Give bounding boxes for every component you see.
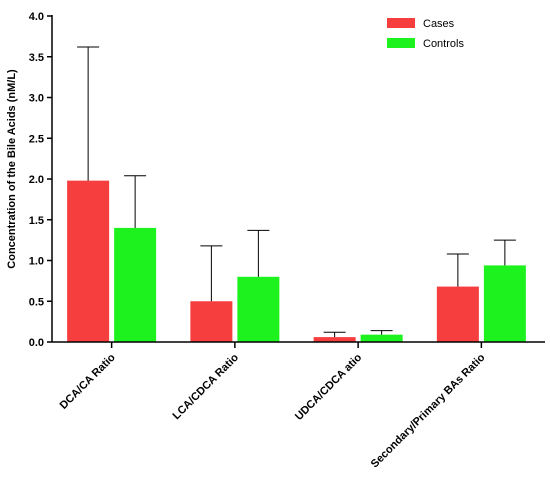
x-tick-label: Secondary/Primary BAs Ratio [369,351,488,470]
legend-label-controls: Controls [423,38,464,50]
bar-cases-0 [67,180,110,342]
x-axis-ticks: DCA/CA Ratio LCA/CDCA Ratio UDCA/CDCA atio… [58,342,488,470]
bar-cases-1 [190,301,233,342]
x-tick-label: LCA/CDCA Ratio [171,351,242,422]
y-tick-label: 4.0 [29,11,44,23]
x-tick-label: UDCA/CDCA atio [293,351,364,422]
error-bars-layer [77,46,516,338]
bar-cases-3 [436,286,479,342]
y-tick-label: 2.0 [29,174,44,186]
bar-controls-2 [360,334,403,342]
y-tick-label: 2.5 [29,133,44,145]
bar-controls-3 [483,265,526,342]
y-tick-label: 3.0 [29,93,44,105]
legend-label-cases: Cases [423,18,455,30]
legend-swatch-cases [387,18,415,28]
legend: Cases Controls [387,18,464,50]
x-tick-label: DCA/CA Ratio [58,351,118,411]
y-tick-label: 3.5 [29,52,44,64]
y-tick-label: 1.0 [29,256,44,268]
bar-controls-1 [237,276,280,342]
bar-cases-2 [313,337,356,342]
y-tick-label: 0.5 [29,296,44,308]
y-axis-title: Concentration of the Bile Acids (nM/L) [6,69,18,269]
y-axis-ticks: 0.0 0.5 1.0 1.5 2.0 2.5 3.0 3.5 4.0 [29,11,52,349]
y-tick-label: 0.0 [29,337,44,349]
y-tick-label: 1.5 [29,215,44,227]
legend-swatch-controls [387,38,415,48]
bars-layer [67,180,526,342]
bar-controls-0 [114,227,157,342]
